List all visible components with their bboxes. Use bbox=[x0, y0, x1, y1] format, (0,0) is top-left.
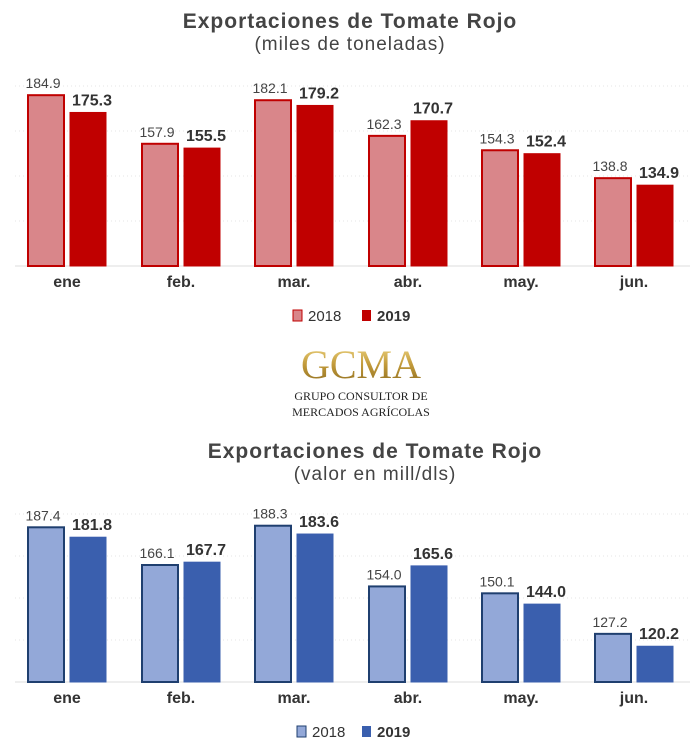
bar-2018-ene bbox=[27, 94, 65, 268]
data-label: 184.9 bbox=[25, 75, 60, 91]
category-label: may. bbox=[503, 690, 538, 707]
category-label: ene bbox=[53, 690, 81, 707]
category-label: abr. bbox=[394, 274, 422, 291]
logo-line2: MERCADOS AGRÍCOLAS bbox=[292, 405, 430, 419]
bar-2019-mar bbox=[296, 533, 334, 683]
legend-swatch-2018 bbox=[292, 309, 303, 322]
data-label: 165.6 bbox=[413, 546, 453, 563]
bar-2018-feb bbox=[141, 142, 179, 267]
data-label: 152.4 bbox=[526, 134, 566, 151]
bar-2019-feb bbox=[183, 147, 221, 267]
legend-label-2019: 2019 bbox=[377, 724, 410, 741]
legend-swatch-2019 bbox=[362, 310, 371, 321]
gcma-logo: GCMA GRUPO CONSULTOR DE MERCADOS AGRÍCOL… bbox=[292, 342, 430, 419]
bar-2019-jun bbox=[636, 184, 674, 267]
data-label: 155.5 bbox=[186, 128, 226, 145]
legend-swatch-2018 bbox=[296, 725, 307, 738]
chart-title: Exportaciones de Tomate Rojo bbox=[183, 10, 518, 33]
data-label: 183.6 bbox=[299, 514, 339, 531]
legend-label-2018: 2018 bbox=[312, 724, 345, 741]
logo-mark: GCMA bbox=[301, 342, 421, 387]
bar-2018-ene bbox=[27, 526, 65, 683]
category-label: jun. bbox=[619, 274, 648, 291]
legend: 2018 2019 bbox=[292, 308, 410, 325]
category-label: mar. bbox=[278, 274, 311, 291]
data-label: 179.2 bbox=[299, 85, 339, 102]
data-label: 182.1 bbox=[252, 80, 287, 96]
data-label: 175.3 bbox=[72, 92, 112, 109]
category-label: mar. bbox=[278, 690, 311, 707]
data-label: 154.0 bbox=[366, 566, 401, 582]
chart-subtitle: (miles de toneladas) bbox=[254, 34, 445, 55]
data-label: 120.2 bbox=[639, 626, 679, 643]
data-label: 157.9 bbox=[139, 124, 174, 140]
data-label: 170.7 bbox=[413, 101, 453, 118]
bar-2019-ene bbox=[69, 536, 107, 683]
bar-2018-jun bbox=[594, 177, 632, 267]
data-label: 154.3 bbox=[479, 130, 514, 146]
data-label: 134.9 bbox=[639, 165, 679, 182]
category-label: feb. bbox=[167, 690, 195, 707]
data-label: 166.1 bbox=[139, 545, 174, 561]
bar-2019-mar bbox=[296, 104, 334, 267]
bar-2018-mar bbox=[254, 524, 292, 683]
bar-2019-may bbox=[523, 153, 561, 267]
data-label: 167.7 bbox=[186, 542, 226, 559]
bar-2019-abr bbox=[410, 565, 448, 683]
legend-label-2018: 2018 bbox=[308, 308, 341, 325]
bar-2018-jun bbox=[594, 632, 632, 684]
chart-subtitle: (valor en mill/dls) bbox=[294, 464, 457, 485]
category-label: feb. bbox=[167, 274, 195, 291]
bar-2018-abr bbox=[368, 585, 406, 683]
legend-label-2019: 2019 bbox=[377, 308, 410, 325]
bar-2019-ene bbox=[69, 111, 107, 267]
category-label: jun. bbox=[619, 690, 648, 707]
legend: 2018 2019 bbox=[296, 724, 410, 741]
logo-line1: GRUPO CONSULTOR DE bbox=[294, 389, 427, 403]
data-label: 127.2 bbox=[592, 614, 627, 630]
bar-2018-may bbox=[481, 592, 519, 683]
category-label: abr. bbox=[394, 690, 422, 707]
data-label: 188.3 bbox=[252, 506, 287, 522]
bar-2018-abr bbox=[368, 134, 406, 267]
bar-2018-feb bbox=[141, 564, 179, 683]
bar-2019-feb bbox=[183, 561, 221, 683]
data-label: 187.4 bbox=[25, 507, 60, 523]
category-label: may. bbox=[503, 274, 538, 291]
chart-value: Exportaciones de Tomate Rojo (valor en m… bbox=[15, 440, 690, 741]
bar-2019-abr bbox=[410, 120, 448, 267]
category-label: ene bbox=[53, 274, 81, 291]
chart-title: Exportaciones de Tomate Rojo bbox=[208, 440, 543, 463]
data-label: 162.3 bbox=[366, 116, 401, 132]
legend-swatch-2019 bbox=[362, 726, 371, 737]
bar-2018-may bbox=[481, 149, 519, 267]
data-label: 181.8 bbox=[72, 517, 112, 534]
data-label: 144.0 bbox=[526, 584, 566, 601]
data-label: 150.1 bbox=[479, 573, 514, 589]
bar-2019-may bbox=[523, 603, 561, 683]
chart-volume: Exportaciones de Tomate Rojo (miles de t… bbox=[15, 10, 690, 325]
data-label: 138.8 bbox=[592, 158, 627, 174]
bar-2019-jun bbox=[636, 645, 674, 683]
bar-2018-mar bbox=[254, 99, 292, 267]
